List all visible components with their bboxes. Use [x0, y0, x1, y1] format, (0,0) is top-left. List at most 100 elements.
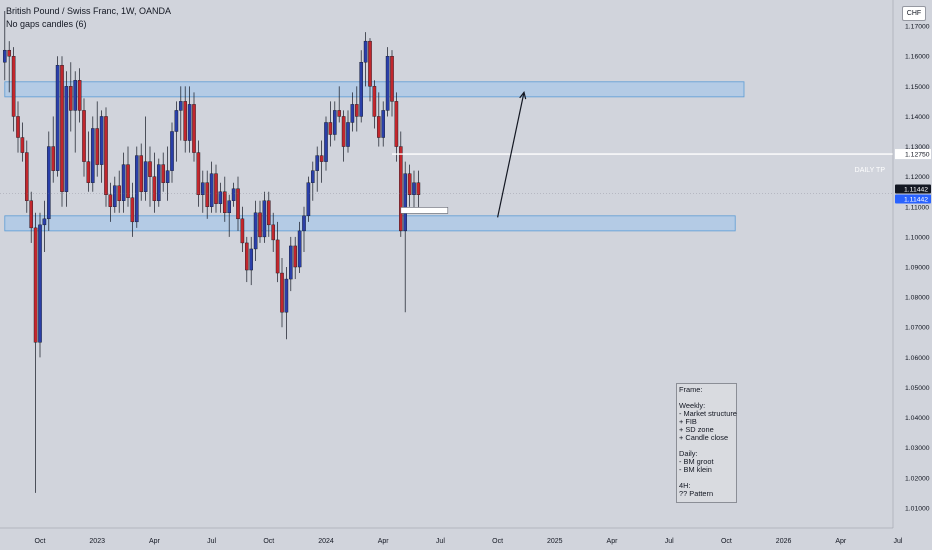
currency-badge[interactable]: CHF — [902, 6, 926, 21]
candle-body — [337, 110, 342, 117]
y-tick-label: 1.13000 — [905, 144, 930, 151]
projection-arrow — [497, 92, 525, 218]
candle-body — [139, 155, 144, 192]
candle-body — [377, 116, 381, 138]
candle-body — [394, 101, 399, 147]
candle — [284, 267, 289, 340]
candle-body — [319, 155, 324, 162]
candle-body — [178, 101, 183, 111]
candle-body — [416, 182, 421, 195]
candle-body — [64, 86, 69, 192]
candle — [130, 182, 135, 237]
x-tick-label: Oct — [35, 538, 46, 545]
candle — [104, 107, 108, 207]
y-tick-label: 1.09000 — [905, 265, 930, 272]
candle — [126, 146, 130, 207]
y-tick-label: 1.08000 — [905, 295, 930, 302]
candle-body — [244, 242, 249, 271]
candle — [134, 146, 139, 228]
x-tick-label: Oct — [263, 538, 274, 545]
candle — [2, 11, 7, 81]
candle-body — [156, 164, 161, 201]
candle — [289, 236, 293, 292]
y-tick-label: 1.02000 — [905, 475, 930, 482]
x-tick-label: Jul — [436, 538, 445, 545]
strategy-note[interactable]: Frame: Weekly: - Market structure + FIB + SD… — [676, 383, 737, 503]
candle — [377, 92, 381, 147]
candle-body — [121, 164, 126, 201]
candle — [117, 170, 121, 213]
candle-body — [372, 86, 377, 117]
daily-tp-price-box — [895, 149, 931, 160]
candle — [253, 200, 258, 261]
candle — [244, 236, 249, 283]
candle — [403, 161, 408, 313]
candle-body — [381, 110, 386, 138]
candle — [42, 200, 47, 252]
candle-body — [293, 245, 298, 268]
candle — [350, 92, 355, 132]
candle-body — [29, 200, 34, 229]
indicator-label[interactable]: No gaps candles (6) — [6, 19, 87, 29]
candle-body — [412, 182, 416, 195]
candle — [324, 116, 328, 171]
candle — [337, 86, 342, 123]
note-line: + Candle close — [679, 433, 729, 443]
candle-body — [200, 182, 205, 195]
candle — [20, 122, 25, 162]
x-tick-label: Apr — [149, 538, 161, 545]
candle — [121, 152, 126, 213]
candle-body — [196, 152, 201, 195]
x-tick-label: Jul — [207, 538, 216, 545]
candle — [38, 212, 42, 358]
overlay-layer — [0, 90, 893, 218]
x-tick-label: Jul — [894, 538, 903, 545]
candle-body — [183, 101, 188, 141]
candle-body — [16, 116, 20, 138]
bid-price-box — [895, 194, 931, 204]
note-line: - BM groot — [679, 457, 714, 467]
candle — [86, 131, 91, 192]
note-line: Daily: — [679, 449, 698, 459]
candle-body — [324, 122, 328, 162]
candle — [227, 194, 232, 237]
note-line: ?? Pattern — [679, 489, 714, 499]
candle — [11, 47, 16, 132]
candle — [90, 116, 95, 192]
candle — [381, 101, 386, 147]
candle-body — [112, 185, 117, 207]
candle-body — [51, 146, 55, 171]
candle-body — [209, 173, 214, 207]
candle-body — [368, 40, 372, 87]
candle-body — [328, 122, 333, 135]
candle — [29, 191, 34, 243]
candle-body — [359, 62, 364, 117]
candle-body — [355, 104, 359, 117]
candle-body — [161, 164, 166, 183]
candle — [187, 86, 192, 153]
candle — [341, 110, 346, 162]
candle-body — [390, 56, 394, 102]
candle — [275, 221, 280, 283]
candle-body — [7, 49, 11, 57]
candle — [302, 206, 306, 252]
candle — [47, 131, 51, 231]
candle — [222, 176, 227, 222]
candle — [399, 131, 403, 237]
x-tick-label: 2023 — [89, 538, 105, 545]
arrow-head-icon — [519, 90, 527, 100]
candle — [394, 92, 399, 162]
candle-body — [73, 80, 77, 111]
y-tick-label: 1.07000 — [905, 325, 930, 332]
candle — [33, 212, 38, 493]
candle-body — [2, 49, 7, 63]
x-tick-label: Apr — [607, 538, 619, 545]
candle-body — [20, 137, 25, 153]
note-line: + SD zone — [679, 425, 714, 435]
candle-body — [134, 155, 139, 223]
candle — [267, 191, 271, 237]
candle-body — [275, 239, 280, 274]
candle-body — [385, 56, 390, 111]
candle-body — [143, 161, 148, 192]
